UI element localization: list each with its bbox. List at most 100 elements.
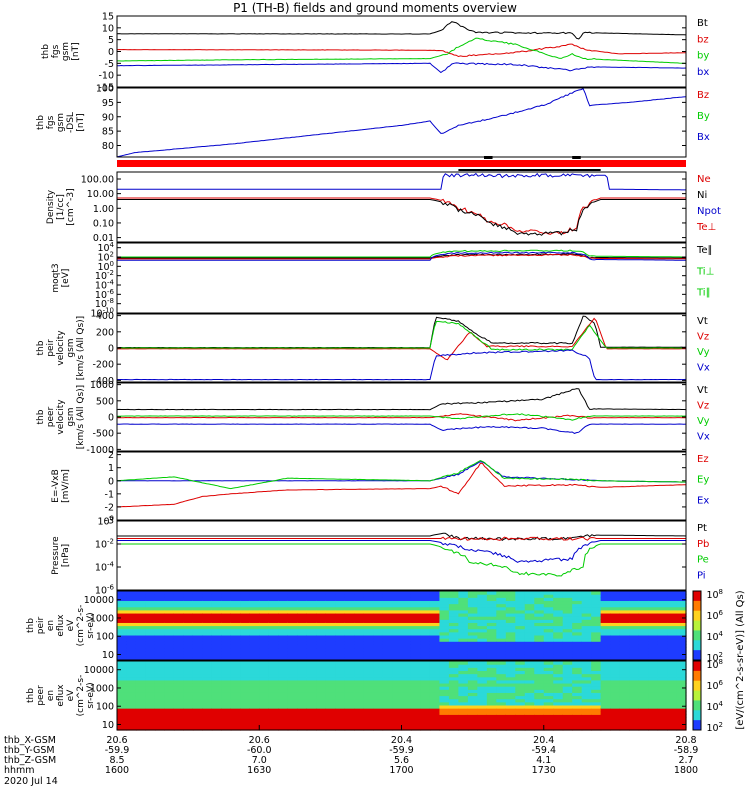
spectrogram-cell [392,625,403,630]
spectrogram-cell [429,667,441,672]
spectrogram-cell [392,664,403,668]
spectrogram-cell [543,600,554,605]
spectrogram-cell [581,600,592,605]
spectrogram-cell [117,594,128,598]
spectrogram-cell [439,591,450,595]
spectrogram-cell [297,723,308,728]
spectrogram-cell [344,634,355,639]
colorbar-segment [693,680,701,692]
spectrogram-cell [221,692,232,697]
spectrogram-cell [638,704,649,709]
spectrogram-cell [610,708,621,712]
spectrogram-cell [676,720,687,725]
spectrogram-cell [667,591,678,595]
spectrogram-cell [230,641,241,645]
spectrogram-cell [676,603,687,608]
spectrogram-cell [230,634,241,639]
spectrogram-cell [382,641,393,645]
y-tick-label: -400 [92,376,114,387]
spectrogram-cell [410,726,422,731]
spectrogram-cell [648,708,659,712]
spectrogram-cell [268,695,279,700]
spectrogram-cell [297,717,308,722]
spectrogram-cell [249,720,260,725]
spectrogram-cell [287,711,298,715]
spectrogram-cell [543,625,554,630]
spectrogram-cell [458,667,469,672]
spectrogram-cell [249,692,260,697]
spectrogram-cell [667,717,678,722]
spectrogram-cell [676,667,687,672]
spectrogram-cell [467,686,478,690]
spectrogram-cell [477,650,488,655]
spectrogram-cell [325,711,336,715]
spectrogram-cell [164,695,175,700]
spectrogram-cell [278,609,289,614]
x-annotation-value: 20.4 [391,735,412,746]
spectrogram-cell [676,711,687,715]
spectrogram-cell [211,612,222,617]
spectrogram-cell [145,670,156,675]
spectrogram-cell [524,641,535,645]
spectrogram-cell [249,717,260,722]
spectrogram-cell [496,625,507,630]
spectrogram-cell [629,717,640,722]
spectrogram-cell [439,638,450,642]
spectrogram-cell [392,704,403,709]
spectrogram-cell [117,650,128,655]
spectrogram-cell [135,653,147,658]
spectrogram-cell [230,708,241,712]
spectrogram-cell [543,698,554,703]
spectrogram-cell [335,720,346,725]
spectrogram-cell [202,661,213,665]
spectrogram-cell [145,701,156,706]
spectrogram-cell [202,600,213,605]
spectrogram-cell [164,692,175,697]
spectrogram-cell [354,650,365,655]
spectrogram-cell [572,701,583,706]
spectrogram-cell [306,686,317,690]
series-pressure-Pi [117,540,686,563]
spectrogram-cell [486,698,497,703]
spectrogram-cell [392,603,403,608]
spectrogram-cell [373,664,384,668]
spectrogram-cell [496,720,507,725]
legend-entry: by [697,51,709,62]
spectrogram-cell [610,670,621,675]
spectrogram-cell [543,692,554,697]
spectrogram-cell [401,711,412,715]
spectrogram-cell [154,656,166,661]
spectrogram-cell [117,686,128,690]
spectrogram-cell [287,650,298,655]
spectrogram-cell [629,616,640,620]
spectrogram-cell [117,670,128,675]
spectrogram-cell [572,679,583,684]
spectrogram-cell [439,606,450,611]
y-axis-label: fgs [51,44,61,58]
spectrogram-cell [401,720,412,725]
spectrogram-cell [420,600,431,605]
spectrogram-cell [382,603,393,608]
spectrogram-cell [354,704,365,709]
spectrogram-cell [297,711,308,715]
spectrogram-cell [676,661,687,665]
spectrogram-cell [316,634,327,639]
spectrogram-cell [259,631,270,636]
spectrogram-cell [448,628,459,633]
spectrogram-cell [173,622,184,627]
spectrogram-cell [534,676,545,681]
spectrogram-cell [221,695,232,700]
spectrogram-cell [164,616,175,620]
spectrogram-cell [629,591,640,595]
spectrogram-cell [373,600,384,605]
spectrogram-cell [316,647,327,652]
y-axis-label: eV [66,619,76,632]
spectrogram-cell [667,701,678,706]
spectrogram-cell [287,664,298,668]
spectrogram-cell [581,650,592,655]
spectrogram-cell [202,591,213,595]
spectrogram-cell [638,686,649,690]
series-pressure-Pe [117,543,686,577]
spectrogram-cell [382,625,393,630]
spectrogram-cell [183,667,194,672]
